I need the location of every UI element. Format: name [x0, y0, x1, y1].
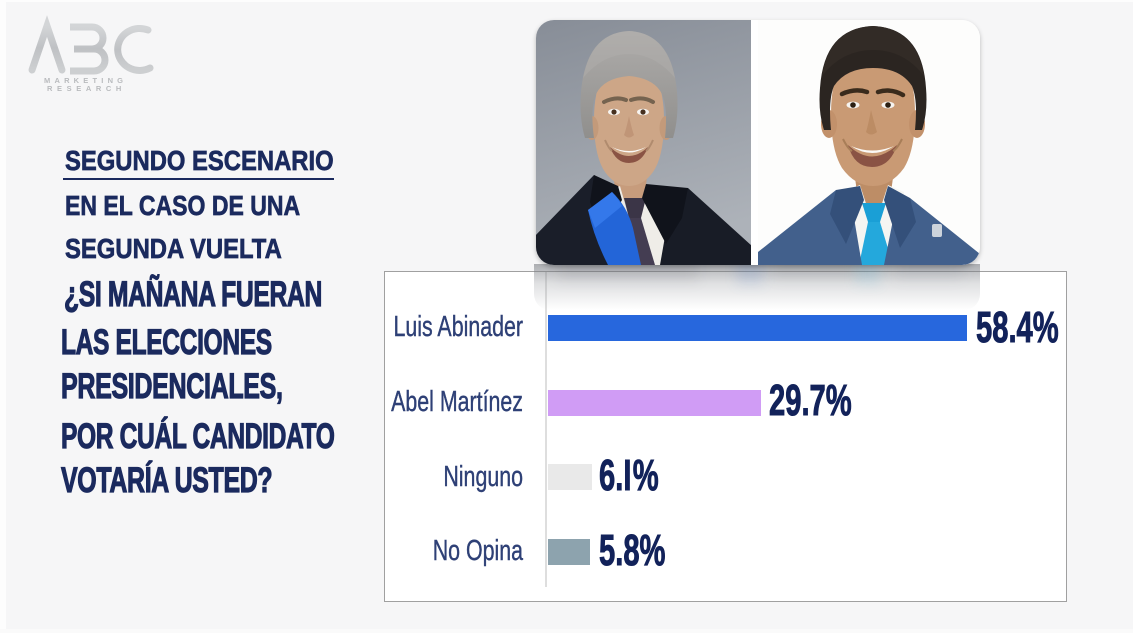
svg-text:MARKETING: MARKETING [44, 76, 127, 85]
svg-text:RESEARCH: RESEARCH [47, 84, 126, 93]
